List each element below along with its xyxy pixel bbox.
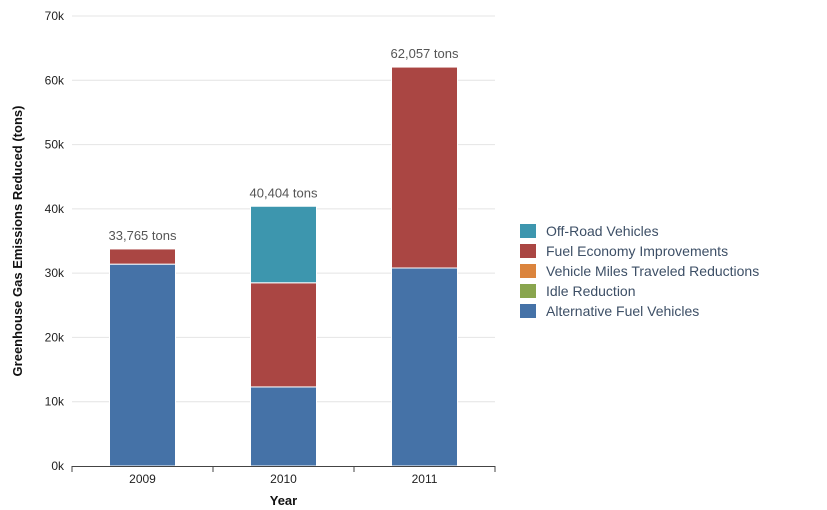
x-axis-title: Year bbox=[270, 493, 297, 508]
y-axis-title: Greenhouse Gas Emissions Reduced (tons) bbox=[10, 106, 25, 377]
y-tick-label: 50k bbox=[45, 138, 65, 152]
legend: Off-Road Vehicles Fuel Economy Improvemen… bbox=[520, 223, 759, 319]
bars bbox=[109, 66, 458, 467]
legend-swatch bbox=[520, 224, 536, 238]
bar-total-label: 40,404 tons bbox=[250, 185, 318, 200]
bar-segment bbox=[250, 205, 317, 284]
bar-segment bbox=[250, 386, 317, 467]
x-tick-label: 2011 bbox=[412, 472, 438, 486]
y-tick-label: 70k bbox=[45, 9, 65, 23]
x-tick-label: 2010 bbox=[270, 472, 297, 486]
legend-swatch bbox=[520, 244, 536, 258]
bar-total-label: 33,765 tons bbox=[109, 228, 177, 243]
y-tick-label: 40k bbox=[45, 202, 65, 216]
y-tick-label: 30k bbox=[45, 266, 65, 280]
legend-swatch bbox=[520, 304, 536, 318]
y-tick-label: 0k bbox=[51, 459, 65, 473]
legend-swatch bbox=[520, 264, 536, 278]
bar-segment bbox=[391, 66, 458, 269]
bar-total-label: 62,057 tons bbox=[391, 46, 459, 61]
y-tick-label: 20k bbox=[45, 330, 65, 344]
legend-label: Vehicle Miles Traveled Reductions bbox=[546, 263, 759, 279]
x-tick-label: 2009 bbox=[129, 472, 156, 486]
bar-segment bbox=[109, 248, 176, 265]
total-labels: 33,765 tons 40,404 tons 62,057 tons bbox=[109, 46, 459, 243]
bar-segment bbox=[250, 282, 317, 388]
legend-label: Off-Road Vehicles bbox=[546, 223, 659, 239]
legend-label: Alternative Fuel Vehicles bbox=[546, 303, 699, 319]
y-tick-label: 60k bbox=[45, 73, 65, 87]
axes: 2009 2010 2011 bbox=[71, 466, 496, 486]
bar-segment bbox=[109, 263, 176, 467]
legend-swatch bbox=[520, 284, 536, 298]
legend-label: Idle Reduction bbox=[546, 283, 636, 299]
bar-segment bbox=[391, 267, 458, 467]
y-tick-label: 10k bbox=[45, 395, 65, 409]
legend-label: Fuel Economy Improvements bbox=[546, 243, 728, 259]
